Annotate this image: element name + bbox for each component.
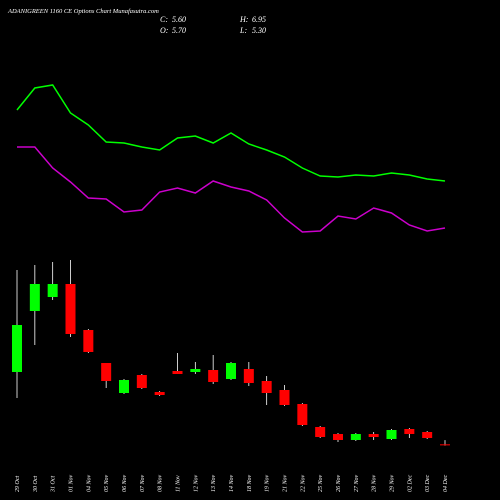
candle-body [136,375,147,388]
x-tick-label: 14 Nov [228,474,235,492]
candle-body [243,369,254,383]
x-tick-label: 26 Nov [336,474,342,492]
candle-body [368,434,379,437]
x-tick-label: 29 Nov [390,474,396,492]
candle-body [422,432,433,438]
x-tick-label: 21 Nov [283,474,289,492]
candle-body [440,444,450,446]
candle-body [208,370,219,382]
indicator-line [17,146,446,233]
candle-body [261,381,272,393]
x-tick-label: 01 Nov [69,474,75,492]
x-tick-label: 22 Nov [300,474,306,492]
summary-value: 5.60 [172,15,186,24]
candle-body [101,363,112,381]
summary-value: 5.70 [172,26,186,35]
summary-label: C: [160,15,168,24]
x-tick-label: 31 Oct [51,476,57,493]
summary-label: O: [160,26,169,35]
x-tick-label: 18 Nov [247,474,253,492]
x-tick-label: 28 Nov [372,474,378,492]
indicator-line [16,84,446,182]
candle-body [386,430,397,439]
x-tick-label: 19 Nov [265,474,271,492]
candle-body [226,363,236,379]
x-tick-label: 02 Dec [407,475,413,492]
x-tick-label: 27 Nov [354,474,360,492]
x-tick-label: 06 Nov [122,474,128,492]
candle-body [47,284,58,297]
candle-body [315,427,326,437]
summary-label: H: [239,15,249,24]
candle-body [119,380,129,393]
candle-body [172,371,183,374]
candle-body [297,404,308,425]
candle-body [12,325,22,372]
candle-body [83,330,94,352]
x-tick-label: 29 Oct [15,476,21,492]
candle-body [154,392,165,395]
x-tick-label: 30 Oct [33,476,39,493]
candle-body [350,434,361,440]
x-tick-label: 25 Nov [318,474,324,492]
candle-body [29,284,40,311]
candle-body [404,429,415,434]
summary-label: L: [239,26,247,35]
x-tick-label: 03 Dec [425,475,431,492]
x-tick-label: 11 Nov [176,475,182,492]
x-tick-label: 04 Dec [442,475,449,492]
x-tick-label: 04 Nov [85,474,92,492]
candle-body [279,390,290,405]
summary-value: 6.95 [252,15,266,24]
summary-value: 5.30 [252,26,266,35]
candle-body [65,284,76,334]
x-tick-label: 05 Nov [104,474,110,492]
x-tick-label: 12 Nov [193,474,199,492]
x-tick-label: 08 Nov [158,474,164,492]
candle-body [190,369,201,372]
x-tick-label: 13 Nov [211,474,217,492]
candle-body [333,434,343,440]
x-tick-label: 07 Nov [140,474,146,492]
chart-title: ADANIGREEN 1160 CE Options Chart Munafas… [7,8,159,15]
